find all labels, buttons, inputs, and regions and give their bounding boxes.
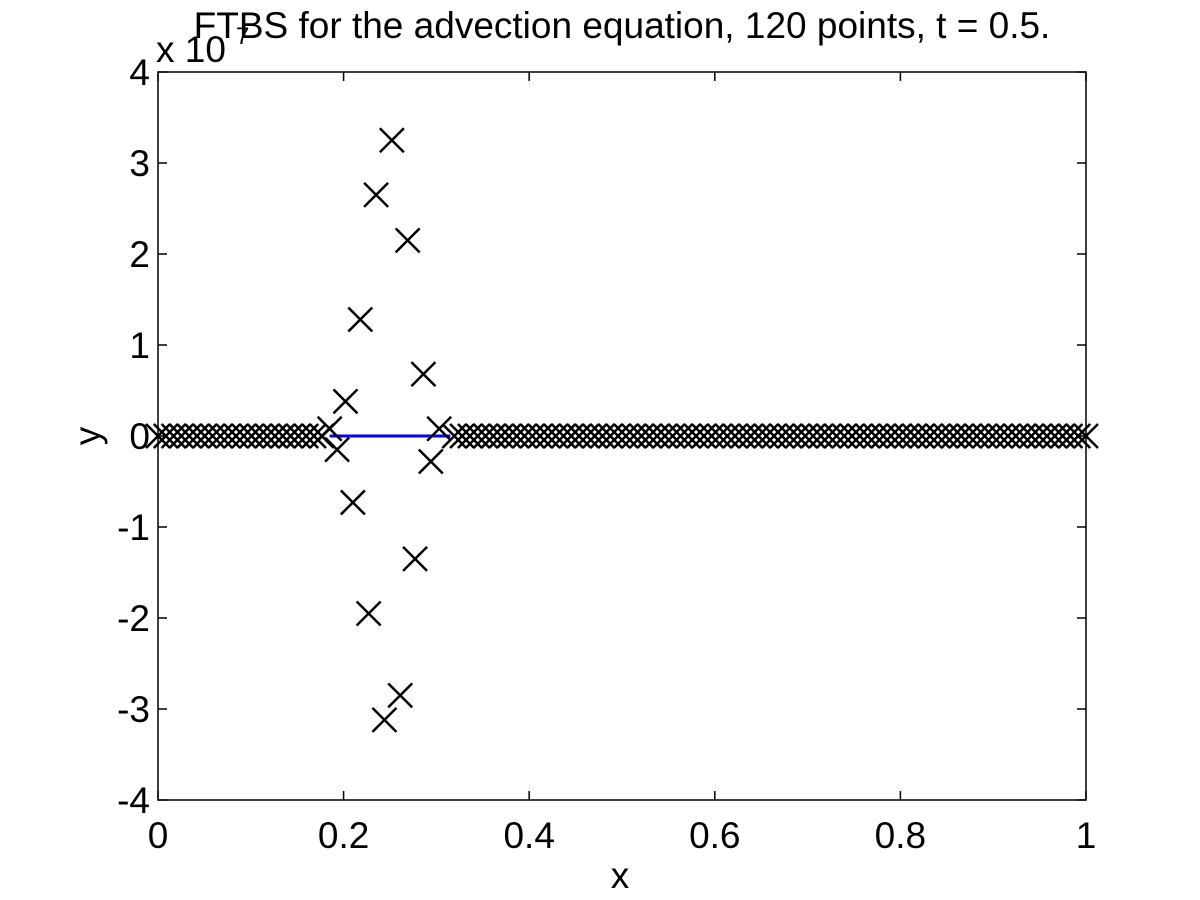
y-tick-label: -4 bbox=[117, 780, 150, 821]
x-marker-stroke bbox=[394, 227, 421, 254]
x-marker bbox=[402, 545, 428, 572]
x-tick-label: 0.4 bbox=[503, 815, 554, 856]
x-marker bbox=[301, 423, 327, 449]
y-tick-label: 2 bbox=[129, 234, 150, 275]
x-marker bbox=[426, 415, 453, 442]
x-marker bbox=[410, 361, 437, 388]
x-marker-stroke bbox=[355, 600, 382, 627]
x-tick-label: 0 bbox=[148, 815, 169, 856]
x-marker-stroke bbox=[371, 707, 398, 733]
x-tick-label: 1 bbox=[1076, 815, 1097, 856]
y-tick-label: 1 bbox=[129, 325, 150, 366]
x-marker-stroke bbox=[1073, 423, 1099, 449]
y-tick-label: 3 bbox=[129, 143, 150, 184]
x-marker bbox=[1073, 423, 1099, 449]
y-tick-labels: 4 3 2 1 0 -1 -2 -3 -4 bbox=[117, 52, 150, 821]
x-marker bbox=[417, 448, 444, 475]
x-marker bbox=[363, 181, 389, 208]
x-tick-label: 0.6 bbox=[689, 815, 740, 856]
x-marker-stroke bbox=[339, 489, 366, 516]
x-marker-stroke bbox=[417, 448, 444, 475]
x-tick-label: 0.8 bbox=[875, 815, 926, 856]
x-marker-stroke bbox=[347, 306, 374, 333]
x-marker bbox=[371, 707, 398, 733]
y-tick-label: 4 bbox=[129, 52, 150, 93]
y-axis-label: y bbox=[67, 426, 108, 446]
x-marker bbox=[355, 600, 382, 627]
x-marker-stroke bbox=[301, 423, 327, 449]
y-tick-label: -2 bbox=[117, 598, 150, 639]
x-marker-stroke bbox=[378, 127, 405, 154]
x-marker-stroke bbox=[316, 415, 343, 442]
x-marker-stroke bbox=[363, 181, 389, 208]
x-marker bbox=[347, 306, 374, 333]
x-marker bbox=[394, 227, 421, 254]
x-marker-stroke bbox=[324, 436, 350, 463]
x-marker-stroke bbox=[387, 682, 414, 709]
y-tick-label: -3 bbox=[117, 689, 150, 730]
x-marker-stroke bbox=[1065, 423, 1092, 449]
x-marker bbox=[339, 489, 366, 516]
tick-marks bbox=[157, 71, 1087, 801]
x-marker bbox=[316, 415, 343, 442]
x-marker bbox=[1065, 423, 1092, 449]
x-marker bbox=[378, 127, 405, 154]
y-exponent-base: x 10 bbox=[156, 29, 226, 70]
x-marker-stroke bbox=[402, 545, 428, 572]
y-exponent-power: 7 bbox=[236, 23, 250, 50]
x-marker-stroke bbox=[332, 388, 359, 415]
chart-title: FTBS for the advection equation, 120 poi… bbox=[193, 5, 1051, 46]
x-marker bbox=[332, 388, 359, 415]
y-tick-label: 0 bbox=[129, 416, 150, 457]
x-marker-stroke bbox=[426, 415, 453, 442]
x-tick-labels: 0 0.2 0.4 0.6 0.8 1 bbox=[148, 815, 1097, 856]
x-marker bbox=[387, 682, 414, 709]
numerical-markers bbox=[145, 127, 1099, 733]
x-tick-label: 0.2 bbox=[318, 815, 369, 856]
x-marker bbox=[324, 436, 350, 463]
x-marker-stroke bbox=[410, 361, 437, 388]
y-tick-label: -1 bbox=[117, 507, 150, 548]
x-axis-label: x bbox=[610, 855, 630, 896]
